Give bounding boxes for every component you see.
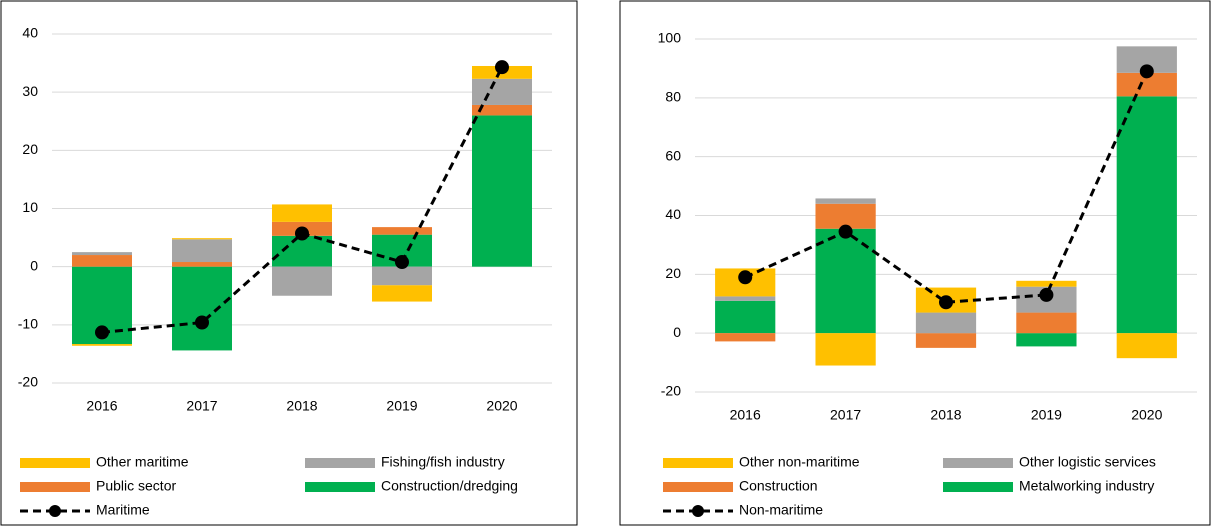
line-marker <box>939 295 953 310</box>
y-tick-label: 100 <box>658 30 682 46</box>
legend-label: Fishing/fish industry <box>381 454 505 470</box>
legend-swatch <box>20 482 90 492</box>
bar-segment <box>715 300 776 334</box>
legend-swatch <box>20 458 90 468</box>
legend-label: Non-maritime <box>739 502 823 518</box>
bar-segment <box>372 266 432 286</box>
legend-label: Construction/dredging <box>381 478 518 494</box>
y-tick-label: -10 <box>18 316 38 332</box>
bar-segment <box>172 238 232 240</box>
x-tick-label: 2018 <box>930 407 961 423</box>
bar-segment <box>172 239 232 263</box>
x-tick-label: 2017 <box>186 398 217 414</box>
legend-label: Other maritime <box>96 454 189 470</box>
bar-segment <box>1116 72 1177 97</box>
legend-swatch <box>305 458 375 468</box>
bar-segment <box>372 285 432 302</box>
x-tick-label: 2016 <box>86 398 117 414</box>
legend-label: Other logistic services <box>1019 454 1156 470</box>
bar-segment <box>815 203 876 229</box>
x-tick-label: 2017 <box>830 407 861 423</box>
bar-segment <box>472 104 532 116</box>
bar-segment <box>815 198 876 204</box>
x-tick-label: 2018 <box>286 398 317 414</box>
bar-segment <box>172 266 232 351</box>
line-marker <box>1039 287 1054 302</box>
bar-segment <box>1016 280 1077 287</box>
bar-segment <box>915 333 977 348</box>
y-tick-label: 0 <box>30 257 38 273</box>
y-tick-label: -20 <box>661 383 681 399</box>
y-tick-label: 80 <box>665 89 681 105</box>
line-marker <box>495 60 509 75</box>
bar-segment <box>272 266 332 296</box>
x-tick-label: 2020 <box>1131 407 1162 423</box>
legend-label: Maritime <box>96 502 150 518</box>
bar-segment <box>815 228 876 334</box>
bar-segment <box>1016 333 1077 347</box>
y-tick-label: 0 <box>673 324 681 340</box>
legend-marker <box>49 505 61 517</box>
y-tick-label: 10 <box>22 199 38 215</box>
line-marker <box>838 224 853 239</box>
line-marker <box>395 255 409 270</box>
bar-segment <box>472 78 532 105</box>
line-marker <box>95 325 109 340</box>
legend-label: Metalworking industry <box>1019 478 1154 494</box>
bar-segment <box>915 312 977 334</box>
y-tick-label: -20 <box>18 374 38 390</box>
bar-segment <box>1116 96 1177 334</box>
x-tick-label: 2020 <box>486 398 517 414</box>
bar-segment <box>815 333 876 366</box>
legend-label: Construction <box>739 478 818 494</box>
bar-segment <box>472 115 532 267</box>
line-marker <box>738 270 753 285</box>
legend-swatch <box>663 458 733 468</box>
bar-segment <box>72 344 132 346</box>
bar-segment <box>72 255 132 267</box>
y-tick-label: 40 <box>665 206 681 222</box>
bar-segment <box>715 296 776 301</box>
legend-swatch <box>943 482 1013 492</box>
legend-swatch <box>305 482 375 492</box>
bar-segment <box>272 235 332 267</box>
y-tick-label: 20 <box>665 265 681 281</box>
bar-segment <box>372 227 432 235</box>
legend-swatch <box>663 482 733 492</box>
x-tick-label: 2019 <box>386 398 417 414</box>
bar-segment <box>172 262 232 267</box>
y-tick-label: 30 <box>22 83 38 99</box>
x-tick-label: 2019 <box>1031 407 1062 423</box>
bar-segment <box>272 204 332 222</box>
legend-marker <box>692 505 704 517</box>
bar-segment <box>72 252 132 256</box>
legend-label: Public sector <box>96 478 176 494</box>
legend-swatch <box>943 458 1013 468</box>
bar-segment <box>1116 333 1177 359</box>
line-marker <box>295 226 309 241</box>
x-tick-label: 2016 <box>730 407 761 423</box>
y-tick-label: 20 <box>22 141 38 157</box>
legend-label: Other non-maritime <box>739 454 860 470</box>
bar-segment <box>1016 312 1077 334</box>
panel-right <box>619 0 1211 526</box>
bar-segment <box>715 333 776 342</box>
y-tick-label: 60 <box>665 147 681 163</box>
line-marker <box>1139 64 1154 79</box>
y-tick-label: 40 <box>22 25 38 41</box>
line-marker <box>195 315 209 330</box>
